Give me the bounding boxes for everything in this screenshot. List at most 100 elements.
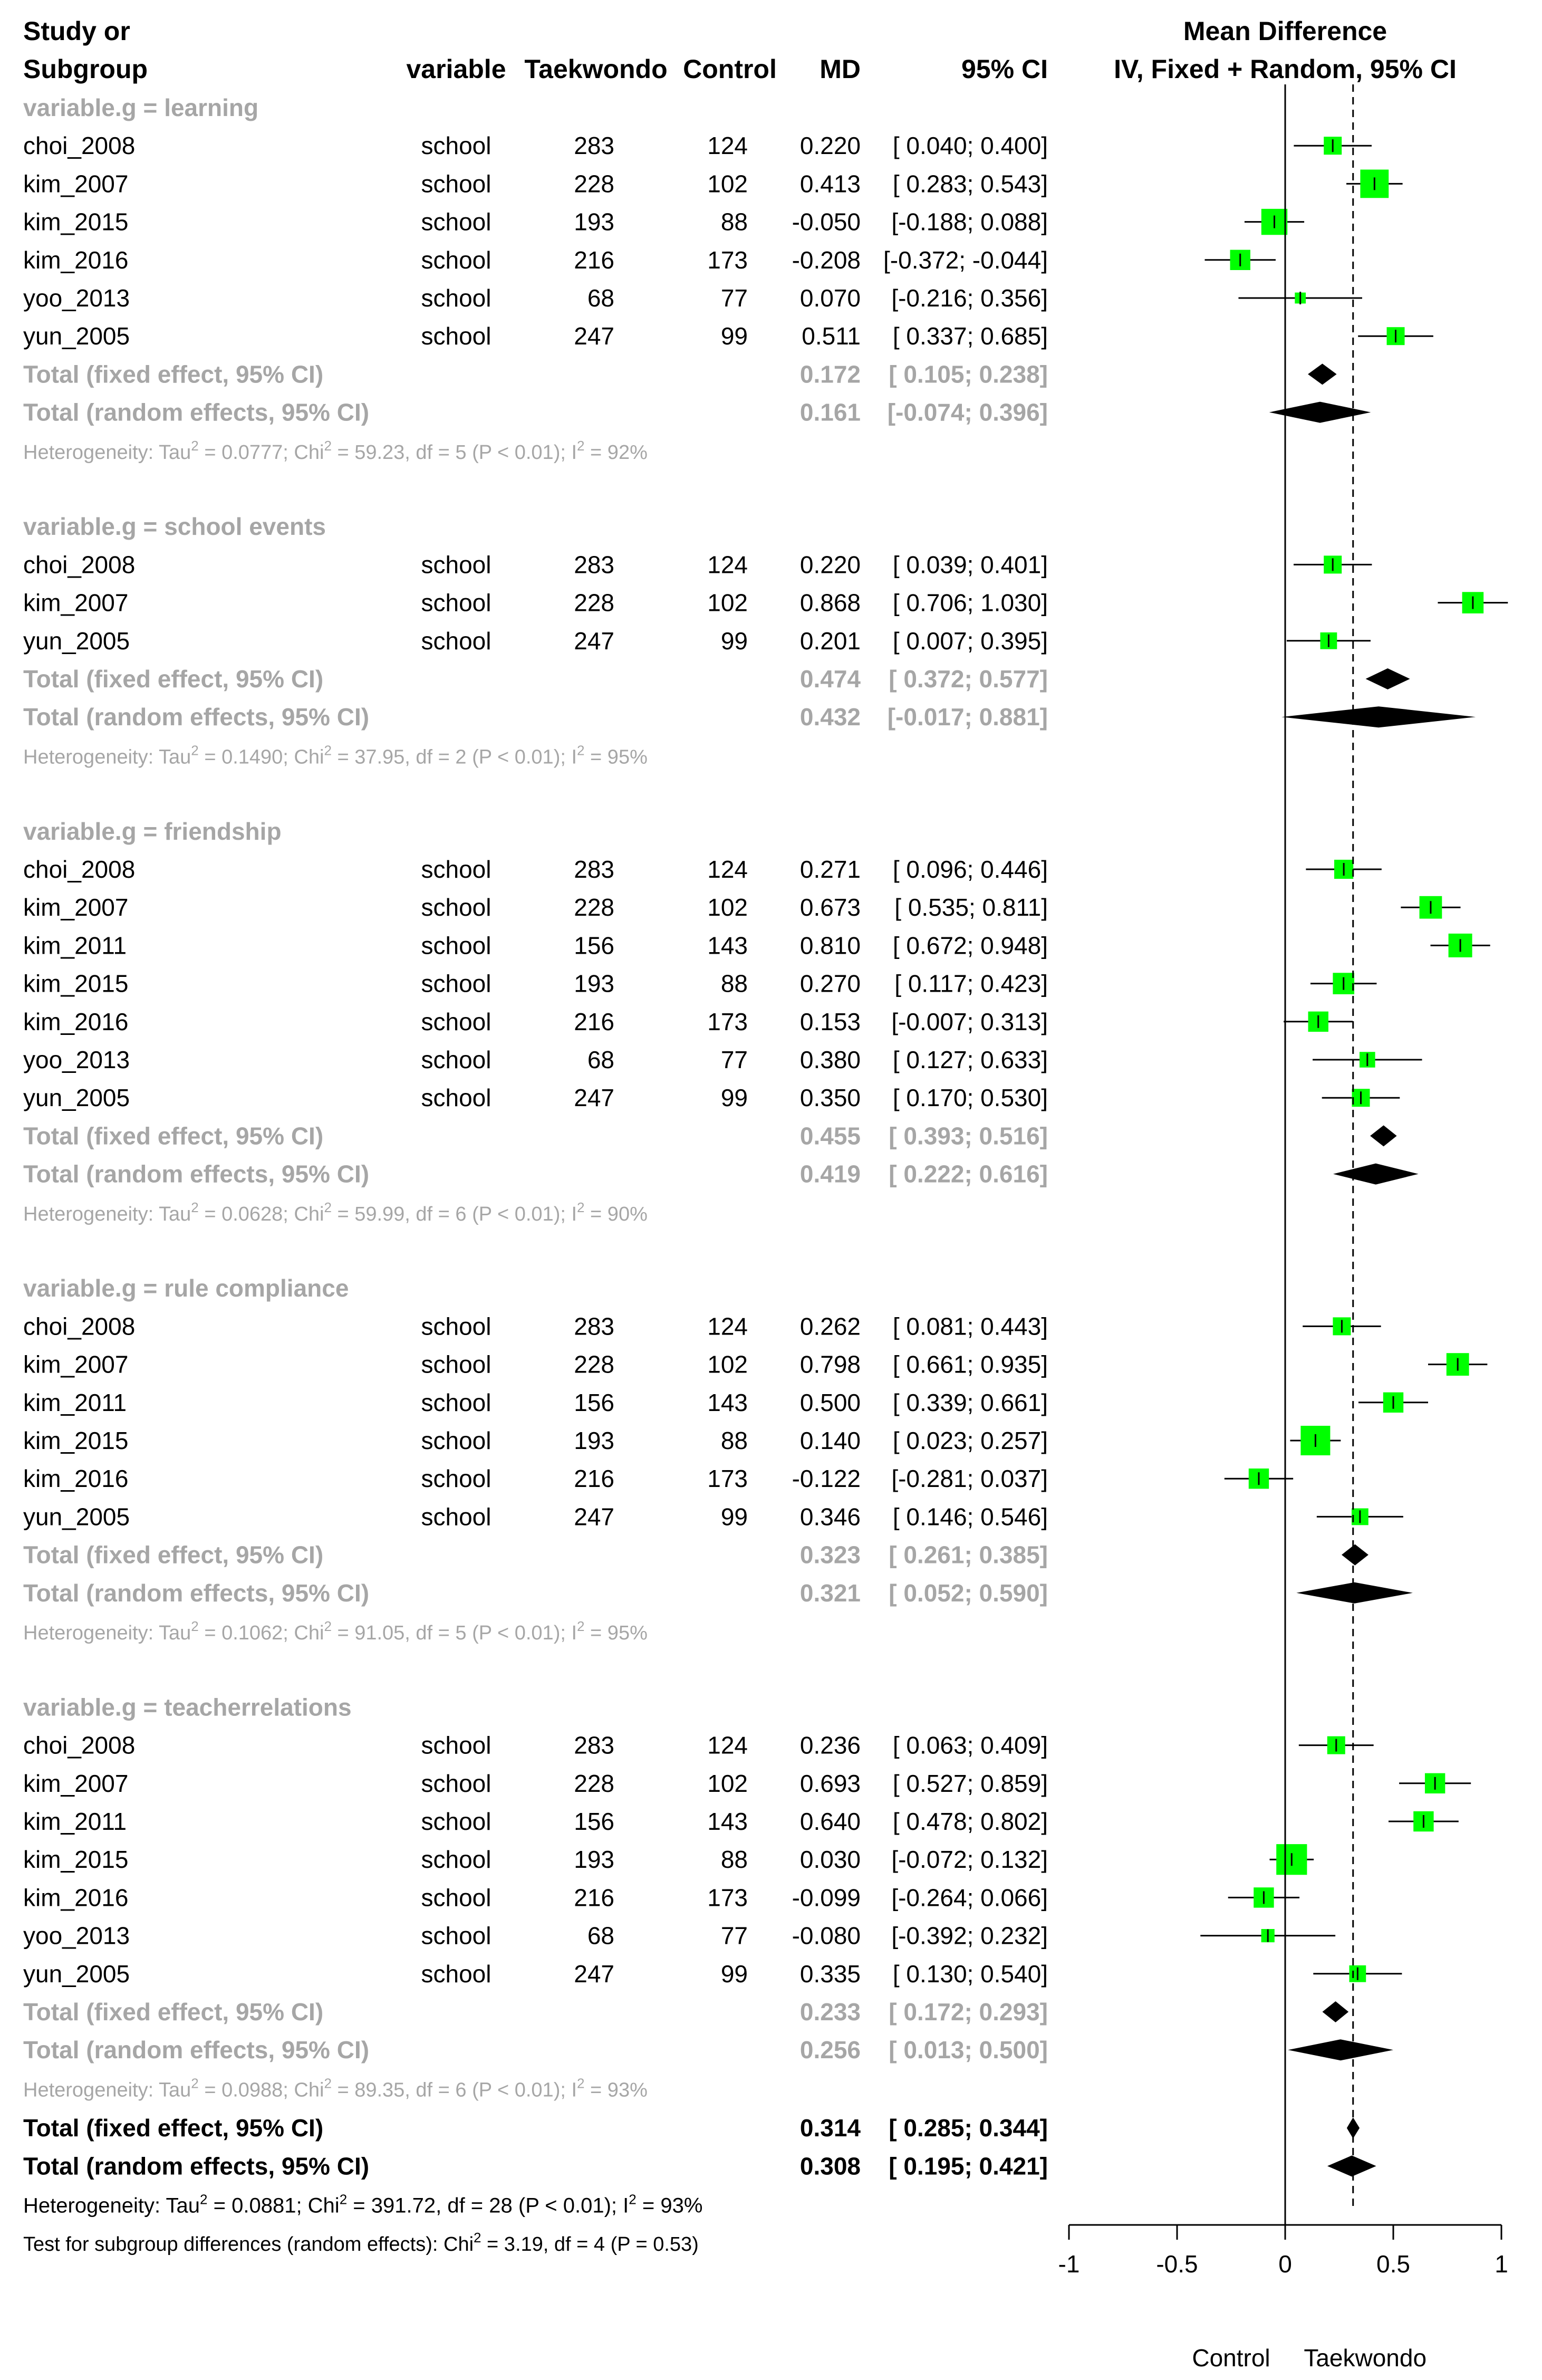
study-md: 0.271 bbox=[800, 856, 861, 883]
study-taekwondo-n: 193 bbox=[574, 970, 614, 997]
subgroup-fixed-md: 0.455 bbox=[800, 1122, 861, 1149]
subgroup-random-md: 0.321 bbox=[800, 1579, 861, 1607]
x-axis-tick-label: -1 bbox=[1058, 2250, 1080, 2278]
subgroup-fixed-label: Total (fixed effect, 95% CI) bbox=[23, 360, 323, 388]
study-control-n: 124 bbox=[707, 132, 748, 159]
study-ci: [ 0.661; 0.935] bbox=[893, 1351, 1048, 1378]
study-taekwondo-n: 216 bbox=[574, 1465, 614, 1492]
header-control: Control bbox=[683, 54, 777, 84]
subgroup-random-md: 0.161 bbox=[800, 399, 861, 426]
study-variable: school bbox=[421, 589, 491, 617]
subgroup-fixed-label: Total (fixed effect, 95% CI) bbox=[23, 665, 323, 693]
study-ci: [-0.072; 0.132] bbox=[891, 1846, 1048, 1873]
study-ci: [-0.372; -0.044] bbox=[883, 246, 1048, 274]
subgroup-fixed-md: 0.172 bbox=[800, 360, 861, 388]
study-taekwondo-n: 228 bbox=[574, 589, 614, 617]
study-taekwondo-n: 283 bbox=[574, 1312, 614, 1340]
study-name: kim_2016 bbox=[23, 246, 128, 274]
x-axis-tick-label: -0.5 bbox=[1156, 2250, 1198, 2278]
study-variable: school bbox=[421, 208, 491, 236]
study-ci: [-0.281; 0.037] bbox=[891, 1465, 1048, 1492]
subgroup-fixed-md: 0.323 bbox=[800, 1541, 861, 1569]
study-md: 0.810 bbox=[800, 932, 861, 959]
study-taekwondo-n: 228 bbox=[574, 1770, 614, 1797]
study-variable: school bbox=[421, 1732, 491, 1759]
study-control-n: 77 bbox=[721, 1046, 748, 1073]
subgroup-random-ci: [-0.074; 0.396] bbox=[888, 399, 1048, 426]
subgroup-random-md: 0.432 bbox=[800, 703, 861, 731]
study-name: kim_2015 bbox=[23, 208, 128, 236]
study-name: choi_2008 bbox=[23, 1732, 135, 1759]
subgroup-random-ci: [-0.017; 0.881] bbox=[888, 703, 1048, 731]
study-control-n: 173 bbox=[707, 1465, 748, 1492]
study-ci: [-0.007; 0.313] bbox=[891, 1008, 1048, 1035]
overall-random-diamond bbox=[1327, 2155, 1376, 2177]
study-md: 0.500 bbox=[800, 1389, 861, 1416]
subgroup-fixed-diamond bbox=[1322, 2001, 1349, 2022]
study-md: 0.153 bbox=[800, 1008, 861, 1035]
study-control-n: 173 bbox=[707, 1884, 748, 1911]
study-ci: [ 0.023; 0.257] bbox=[893, 1427, 1048, 1454]
study-variable: school bbox=[421, 322, 491, 350]
study-taekwondo-n: 247 bbox=[574, 627, 614, 655]
subgroup-label: variable.g = school events bbox=[23, 513, 326, 540]
study-name: choi_2008 bbox=[23, 856, 135, 883]
study-taekwondo-n: 228 bbox=[574, 894, 614, 921]
subgroup-fixed-label: Total (fixed effect, 95% CI) bbox=[23, 1998, 323, 2026]
x-axis-label-control: Control bbox=[1192, 2344, 1270, 2372]
study-ci: [ 0.337; 0.685] bbox=[893, 322, 1048, 350]
study-name: yun_2005 bbox=[23, 1084, 130, 1111]
study-name: yoo_2013 bbox=[23, 1046, 130, 1073]
subgroup-random-label: Total (random effects, 95% CI) bbox=[23, 1160, 369, 1188]
study-taekwondo-n: 247 bbox=[574, 1084, 614, 1111]
study-name: kim_2016 bbox=[23, 1008, 128, 1035]
study-name: kim_2007 bbox=[23, 589, 128, 617]
study-ci: [ 0.081; 0.443] bbox=[893, 1312, 1048, 1340]
study-control-n: 88 bbox=[721, 1846, 748, 1873]
study-taekwondo-n: 193 bbox=[574, 1846, 614, 1873]
study-control-n: 124 bbox=[707, 1312, 748, 1340]
study-variable: school bbox=[421, 1389, 491, 1416]
study-name: yoo_2013 bbox=[23, 1922, 130, 1950]
study-variable: school bbox=[421, 132, 491, 159]
study-ci: [ 0.117; 0.423] bbox=[894, 970, 1048, 997]
subgroup-random-md: 0.419 bbox=[800, 1160, 861, 1188]
subgroup-heterogeneity: Heterogeneity: Tau2 = 0.0988; Chi2 = 89.… bbox=[23, 2075, 648, 2101]
subgroup-label: variable.g = learning bbox=[23, 94, 258, 121]
subgroup-random-label: Total (random effects, 95% CI) bbox=[23, 703, 369, 731]
study-control-n: 99 bbox=[721, 1960, 748, 1988]
study-variable: school bbox=[421, 932, 491, 959]
study-taekwondo-n: 247 bbox=[574, 1960, 614, 1988]
header-title: Mean Difference bbox=[1183, 16, 1387, 46]
x-axis-tick-label: 0 bbox=[1278, 2250, 1292, 2278]
study-variable: school bbox=[421, 1351, 491, 1378]
study-variable: school bbox=[421, 627, 491, 655]
subgroup-label: variable.g = rule compliance bbox=[23, 1274, 349, 1302]
study-control-n: 99 bbox=[721, 1503, 748, 1530]
study-md: 0.673 bbox=[800, 894, 861, 921]
study-taekwondo-n: 283 bbox=[574, 132, 614, 159]
subgroup-label: variable.g = friendship bbox=[23, 818, 282, 845]
header-ci: 95% CI bbox=[961, 54, 1048, 84]
study-ci: [ 0.096; 0.446] bbox=[893, 856, 1048, 883]
study-taekwondo-n: 247 bbox=[574, 1503, 614, 1530]
subgroup-random-label: Total (random effects, 95% CI) bbox=[23, 399, 369, 426]
study-control-n: 102 bbox=[707, 1351, 748, 1378]
study-variable: school bbox=[421, 1960, 491, 1988]
subgroup-heterogeneity: Heterogeneity: Tau2 = 0.1062; Chi2 = 91.… bbox=[23, 1618, 648, 1644]
study-name: kim_2016 bbox=[23, 1465, 128, 1492]
subgroup-random-ci: [ 0.222; 0.616] bbox=[889, 1160, 1048, 1188]
study-taekwondo-n: 193 bbox=[574, 1427, 614, 1454]
overall-heterogeneity: Heterogeneity: Tau2 = 0.0881; Chi2 = 391… bbox=[23, 2192, 702, 2218]
study-md: -0.122 bbox=[792, 1465, 861, 1492]
study-variable: school bbox=[421, 1046, 491, 1073]
study-name: kim_2015 bbox=[23, 1427, 128, 1454]
study-variable: school bbox=[421, 1465, 491, 1492]
study-taekwondo-n: 283 bbox=[574, 1732, 614, 1759]
study-name: choi_2008 bbox=[23, 132, 135, 159]
study-variable: school bbox=[421, 894, 491, 921]
study-control-n: 143 bbox=[707, 1808, 748, 1835]
subgroup-difference-test: Test for subgroup differences (random ef… bbox=[23, 2230, 699, 2256]
study-name: kim_2011 bbox=[23, 1389, 127, 1416]
